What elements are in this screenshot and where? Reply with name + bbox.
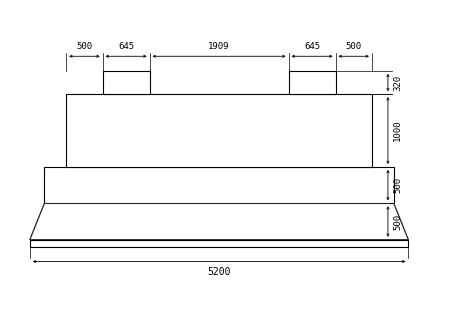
Text: 500: 500 [392,213,401,230]
Text: 645: 645 [303,42,319,51]
Text: 1000: 1000 [392,120,401,141]
Text: 500: 500 [76,42,92,51]
Text: 500: 500 [392,177,401,193]
Polygon shape [30,203,408,240]
Text: 500: 500 [345,42,361,51]
Bar [288,71,335,94]
Text: 645: 645 [118,42,134,51]
Bar [102,71,149,94]
Text: 5200: 5200 [207,267,230,277]
Text: 320: 320 [392,75,401,90]
Bar [30,240,408,247]
Text: 1909: 1909 [208,42,230,51]
Bar [44,167,393,203]
Bar [66,94,371,167]
